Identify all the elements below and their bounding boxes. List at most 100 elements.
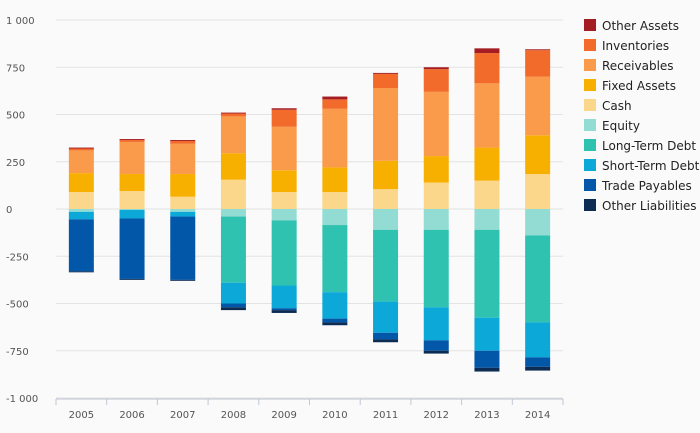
bar-segment[interactable] [220,216,246,283]
legend-label[interactable]: Cash [602,99,632,113]
bar-segment[interactable] [373,73,399,89]
legend-label[interactable]: Receivables [602,59,674,73]
legend-label[interactable]: Equity [602,119,640,133]
bar-segment[interactable] [271,108,297,110]
bar-segment[interactable] [271,109,297,127]
bar-segment[interactable] [525,49,551,51]
bar-segment[interactable] [119,209,145,219]
bar-segment[interactable] [423,340,449,351]
bar-segment[interactable] [271,209,297,221]
bar-segment[interactable] [474,180,500,209]
bar-segment[interactable] [68,211,94,220]
bar-segment[interactable] [220,113,246,117]
bar-segment[interactable] [423,350,449,354]
bar-segment[interactable] [271,126,297,171]
bar-segment[interactable] [220,112,246,114]
bar-segment[interactable] [474,350,500,368]
bar-segment[interactable] [322,108,348,168]
legend-label[interactable]: Fixed Assets [602,79,676,93]
bar-segment[interactable] [220,282,246,304]
bar-segment[interactable] [373,189,399,209]
bar-segment[interactable] [373,339,399,343]
bar-segment[interactable] [373,229,399,302]
bar-segment[interactable] [271,308,297,311]
bar-segment[interactable] [220,179,246,209]
bar-segment[interactable] [525,174,551,209]
bar-segment[interactable] [525,209,551,236]
legend-swatch[interactable] [584,99,596,111]
bar-segment[interactable] [68,191,94,209]
bar-segment[interactable] [170,140,196,141]
bar-segment[interactable] [68,219,94,272]
bar-segment[interactable] [474,209,500,230]
legend-label[interactable]: Other Liabilities [602,199,697,213]
bar-segment[interactable] [474,367,500,372]
legend-swatch[interactable] [584,179,596,191]
bar-segment[interactable] [423,156,449,183]
bar-segment[interactable] [423,67,449,70]
bar-segment[interactable] [119,218,145,279]
legend-label[interactable]: Inventories [602,39,669,53]
bar-segment[interactable] [220,153,246,180]
bar-segment[interactable] [525,322,551,358]
bar-segment[interactable] [170,174,196,197]
bar-segment[interactable] [373,160,399,190]
bar-segment[interactable] [474,147,500,181]
bar-segment[interactable] [119,191,145,209]
bar-segment[interactable] [525,76,551,136]
bar-segment[interactable] [373,209,399,230]
bar-segment[interactable] [119,139,145,141]
bar-segment[interactable] [170,209,196,212]
bar-segment[interactable] [322,209,348,226]
bar-segment[interactable] [373,332,399,340]
legend-swatch[interactable] [584,119,596,131]
bar-segment[interactable] [119,278,145,280]
legend-swatch[interactable] [584,59,596,71]
bar-segment[interactable] [271,191,297,209]
bar-segment[interactable] [322,292,348,319]
bar-segment[interactable] [68,148,94,151]
bar-segment[interactable] [322,99,348,109]
legend-swatch[interactable] [584,159,596,171]
bar-segment[interactable] [271,170,297,192]
bar-segment[interactable] [322,167,348,192]
bar-segment[interactable] [423,229,449,308]
bar-segment[interactable] [474,83,500,148]
bar-segment[interactable] [68,173,94,192]
bar-segment[interactable] [170,196,196,209]
bar-segment[interactable] [474,229,500,318]
bar-segment[interactable] [119,140,145,142]
bar-segment[interactable] [119,209,145,210]
bar-segment[interactable] [220,116,246,154]
bar-segment[interactable] [119,174,145,192]
bar-segment[interactable] [322,191,348,209]
bar-segment[interactable] [220,307,246,311]
bar-segment[interactable] [525,135,551,175]
legend-swatch[interactable] [584,19,596,31]
bar-segment[interactable] [423,69,449,92]
bar-segment[interactable] [68,271,94,273]
bar-segment[interactable] [271,310,297,313]
bar-segment[interactable] [170,140,196,144]
bar-segment[interactable] [423,209,449,230]
bar-segment[interactable] [373,301,399,333]
bar-segment[interactable] [170,216,196,280]
bar-segment[interactable] [474,317,500,351]
bar-segment[interactable] [525,235,551,323]
bar-segment[interactable] [170,143,196,175]
bar-segment[interactable] [525,50,551,77]
legend-swatch[interactable] [584,79,596,91]
legend-swatch[interactable] [584,139,596,151]
legend-swatch[interactable] [584,39,596,51]
bar-segment[interactable] [423,91,449,157]
bar-segment[interactable] [68,209,94,212]
legend-label[interactable]: Long-Term Debt [602,139,696,153]
bar-segment[interactable] [170,211,196,217]
bar-segment[interactable] [423,182,449,209]
bar-segment[interactable] [271,220,297,286]
bar-segment[interactable] [322,225,348,293]
bar-segment[interactable] [322,322,348,326]
bar-segment[interactable] [271,285,297,309]
bar-segment[interactable] [373,88,399,161]
bar-segment[interactable] [423,307,449,341]
